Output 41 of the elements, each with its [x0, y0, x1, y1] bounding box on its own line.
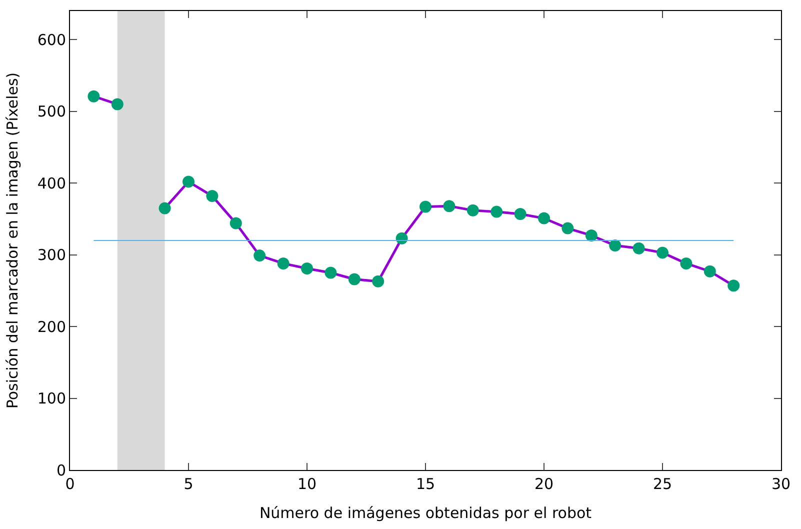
point: [348, 273, 360, 286]
point: [230, 217, 242, 230]
y-axis-title: Posición del marcador en la imagen (Píxeles): [4, 72, 22, 409]
y-tick-label: 600: [37, 30, 66, 49]
y-tick-label: 400: [37, 174, 66, 192]
x-axis-title: Número de imágenes obtenidas por el robot: [259, 504, 592, 522]
point: [632, 242, 645, 254]
point: [420, 200, 432, 213]
point: [466, 204, 479, 216]
point: [585, 229, 598, 242]
x-tick-label: 15: [416, 475, 436, 493]
point: [562, 222, 574, 234]
point: [372, 275, 384, 288]
point: [728, 280, 740, 292]
point: [277, 257, 290, 270]
x-tick-label: 20: [534, 475, 554, 493]
point: [490, 206, 503, 218]
point: [111, 98, 124, 110]
point: [158, 202, 171, 214]
point: [443, 200, 456, 212]
point: [324, 266, 337, 279]
point: [206, 190, 218, 202]
point: [538, 212, 550, 224]
y-tick-label: 300: [37, 246, 66, 264]
y-tick-label: 500: [37, 102, 66, 121]
point: [704, 265, 716, 278]
point: [254, 250, 266, 262]
y-tick-label: 100: [37, 390, 66, 408]
y-tick-label: 0: [56, 461, 66, 480]
x-tick-label: 5: [184, 475, 194, 493]
point: [301, 262, 313, 274]
point: [88, 90, 100, 102]
y-tick-label: 200: [37, 318, 66, 336]
point: [514, 208, 526, 220]
point: [182, 176, 194, 188]
x-tick-label: 30: [771, 475, 791, 493]
point: [656, 246, 668, 259]
x-tick-label: 25: [652, 475, 672, 493]
point: [609, 240, 622, 252]
point: [680, 257, 692, 270]
x-tick-label: 10: [297, 475, 317, 493]
